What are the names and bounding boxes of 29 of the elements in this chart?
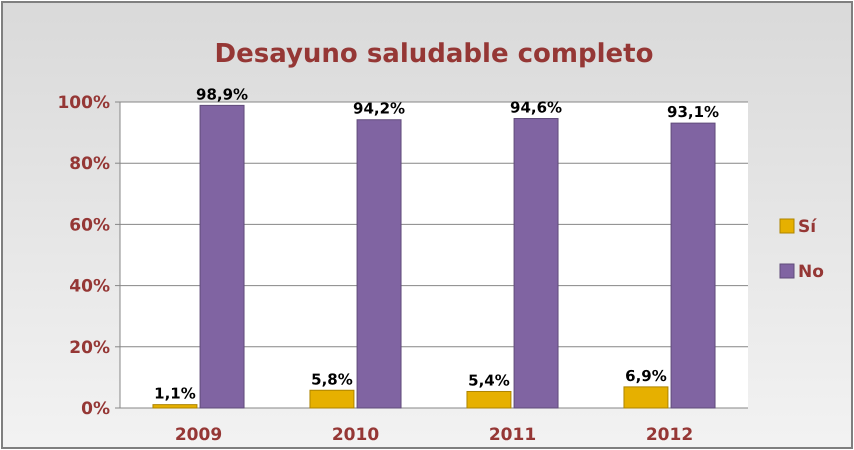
data-label: 93,1% bbox=[667, 103, 720, 122]
y-tick-label: 20% bbox=[69, 338, 110, 358]
bar bbox=[514, 118, 559, 408]
bar bbox=[309, 390, 354, 408]
data-label: 94,2% bbox=[353, 100, 406, 118]
x-tick-label: 2009 bbox=[174, 425, 222, 445]
bar bbox=[152, 404, 198, 408]
bar bbox=[200, 104, 245, 408]
bar bbox=[356, 119, 402, 408]
y-tick-label: 0% bbox=[81, 398, 110, 419]
x-tick-label: 2010 bbox=[332, 425, 380, 445]
chart-title: Desayuno saludable completo bbox=[214, 39, 654, 69]
y-tick-label: 40% bbox=[69, 276, 110, 297]
data-label: 5,4% bbox=[468, 371, 510, 390]
y-tick-label: 80% bbox=[69, 154, 110, 174]
data-label: 6,9% bbox=[625, 366, 667, 385]
data-label: 1,1% bbox=[154, 384, 196, 403]
bar bbox=[466, 390, 512, 408]
legend-label: Sí bbox=[798, 216, 818, 237]
x-tick-label: 2012 bbox=[646, 425, 694, 445]
legend-label: No bbox=[798, 262, 824, 282]
data-label: 98,9% bbox=[196, 85, 248, 104]
data-label: 5,8% bbox=[311, 370, 353, 388]
y-tick-label: 60% bbox=[69, 215, 110, 236]
bar bbox=[623, 386, 668, 408]
bar bbox=[670, 122, 716, 408]
data-label: 94,6% bbox=[510, 98, 562, 117]
y-tick-label: 100% bbox=[57, 92, 110, 113]
x-tick-label: 2011 bbox=[488, 425, 536, 445]
